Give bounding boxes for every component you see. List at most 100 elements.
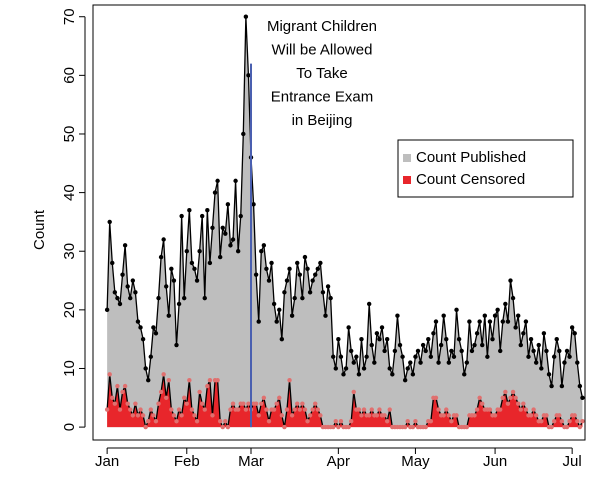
point: [467, 319, 472, 324]
point: [539, 419, 544, 424]
point: [551, 419, 557, 424]
point: [564, 348, 570, 354]
x-tick-label: Jul: [563, 453, 582, 470]
point: [256, 319, 261, 324]
point: [346, 325, 351, 330]
point: [169, 266, 174, 272]
point: [351, 389, 356, 395]
point: [287, 378, 292, 383]
point: [115, 383, 120, 389]
point: [305, 419, 310, 424]
point: [176, 407, 182, 412]
point: [318, 260, 323, 266]
point: [297, 407, 303, 412]
point: [533, 413, 539, 418]
point: [359, 336, 364, 342]
point: [513, 325, 518, 330]
point: [166, 378, 171, 383]
point: [282, 424, 287, 430]
point: [259, 401, 264, 406]
point: [179, 413, 184, 418]
point: [289, 313, 295, 318]
point: [197, 389, 202, 395]
point: [282, 290, 287, 295]
y-tick-label: 70: [61, 8, 78, 25]
point: [241, 401, 246, 406]
point: [305, 266, 310, 272]
point: [577, 383, 583, 389]
point: [567, 419, 572, 424]
point: [225, 424, 231, 430]
point: [328, 295, 333, 301]
point: [536, 342, 541, 348]
point: [289, 413, 295, 418]
point: [500, 319, 505, 324]
point: [315, 407, 321, 412]
point: [572, 331, 577, 336]
point: [174, 342, 179, 348]
point: [210, 225, 215, 230]
point: [351, 360, 356, 365]
point: [451, 354, 457, 359]
point: [228, 407, 233, 412]
point: [541, 331, 547, 336]
point: [315, 266, 321, 272]
point: [369, 407, 374, 412]
point: [503, 301, 508, 307]
point: [405, 419, 410, 424]
line: [106, 16, 584, 398]
point: [364, 354, 369, 359]
point: [526, 354, 531, 359]
point: [480, 342, 485, 348]
point: [261, 395, 267, 400]
point: [459, 348, 464, 354]
point: [313, 272, 318, 277]
point: [182, 295, 187, 301]
point: [575, 419, 580, 424]
point: [343, 366, 349, 371]
point: [539, 366, 544, 371]
point: [158, 254, 164, 260]
point: [449, 348, 454, 354]
point: [374, 331, 380, 336]
point: [369, 342, 374, 348]
point: [235, 249, 241, 254]
point: [433, 319, 439, 324]
point: [487, 407, 493, 412]
point: [498, 348, 503, 354]
point: [402, 378, 408, 383]
point: [217, 419, 223, 424]
point: [287, 266, 292, 272]
point: [207, 378, 213, 383]
point: [569, 325, 575, 330]
point: [199, 213, 205, 219]
point: [331, 424, 336, 430]
point: [415, 348, 421, 354]
point: [320, 290, 326, 295]
point: [138, 325, 143, 330]
point: [156, 401, 161, 406]
point: [413, 354, 418, 359]
point: [115, 295, 120, 301]
point: [202, 295, 207, 301]
point: [456, 336, 462, 342]
point: [510, 295, 516, 301]
point: [531, 407, 536, 412]
point: [313, 401, 318, 406]
point: [297, 272, 303, 277]
point: [446, 360, 452, 365]
point: [503, 389, 508, 395]
point: [184, 249, 189, 254]
area: [107, 16, 583, 428]
point: [338, 419, 344, 424]
point: [577, 424, 583, 430]
point: [148, 407, 154, 412]
point: [508, 395, 513, 400]
point: [490, 336, 495, 342]
legend-label: Count Censored: [416, 171, 525, 188]
point: [336, 424, 341, 430]
point: [492, 313, 498, 318]
point: [215, 378, 220, 383]
y-axis-label: Count: [31, 209, 48, 250]
